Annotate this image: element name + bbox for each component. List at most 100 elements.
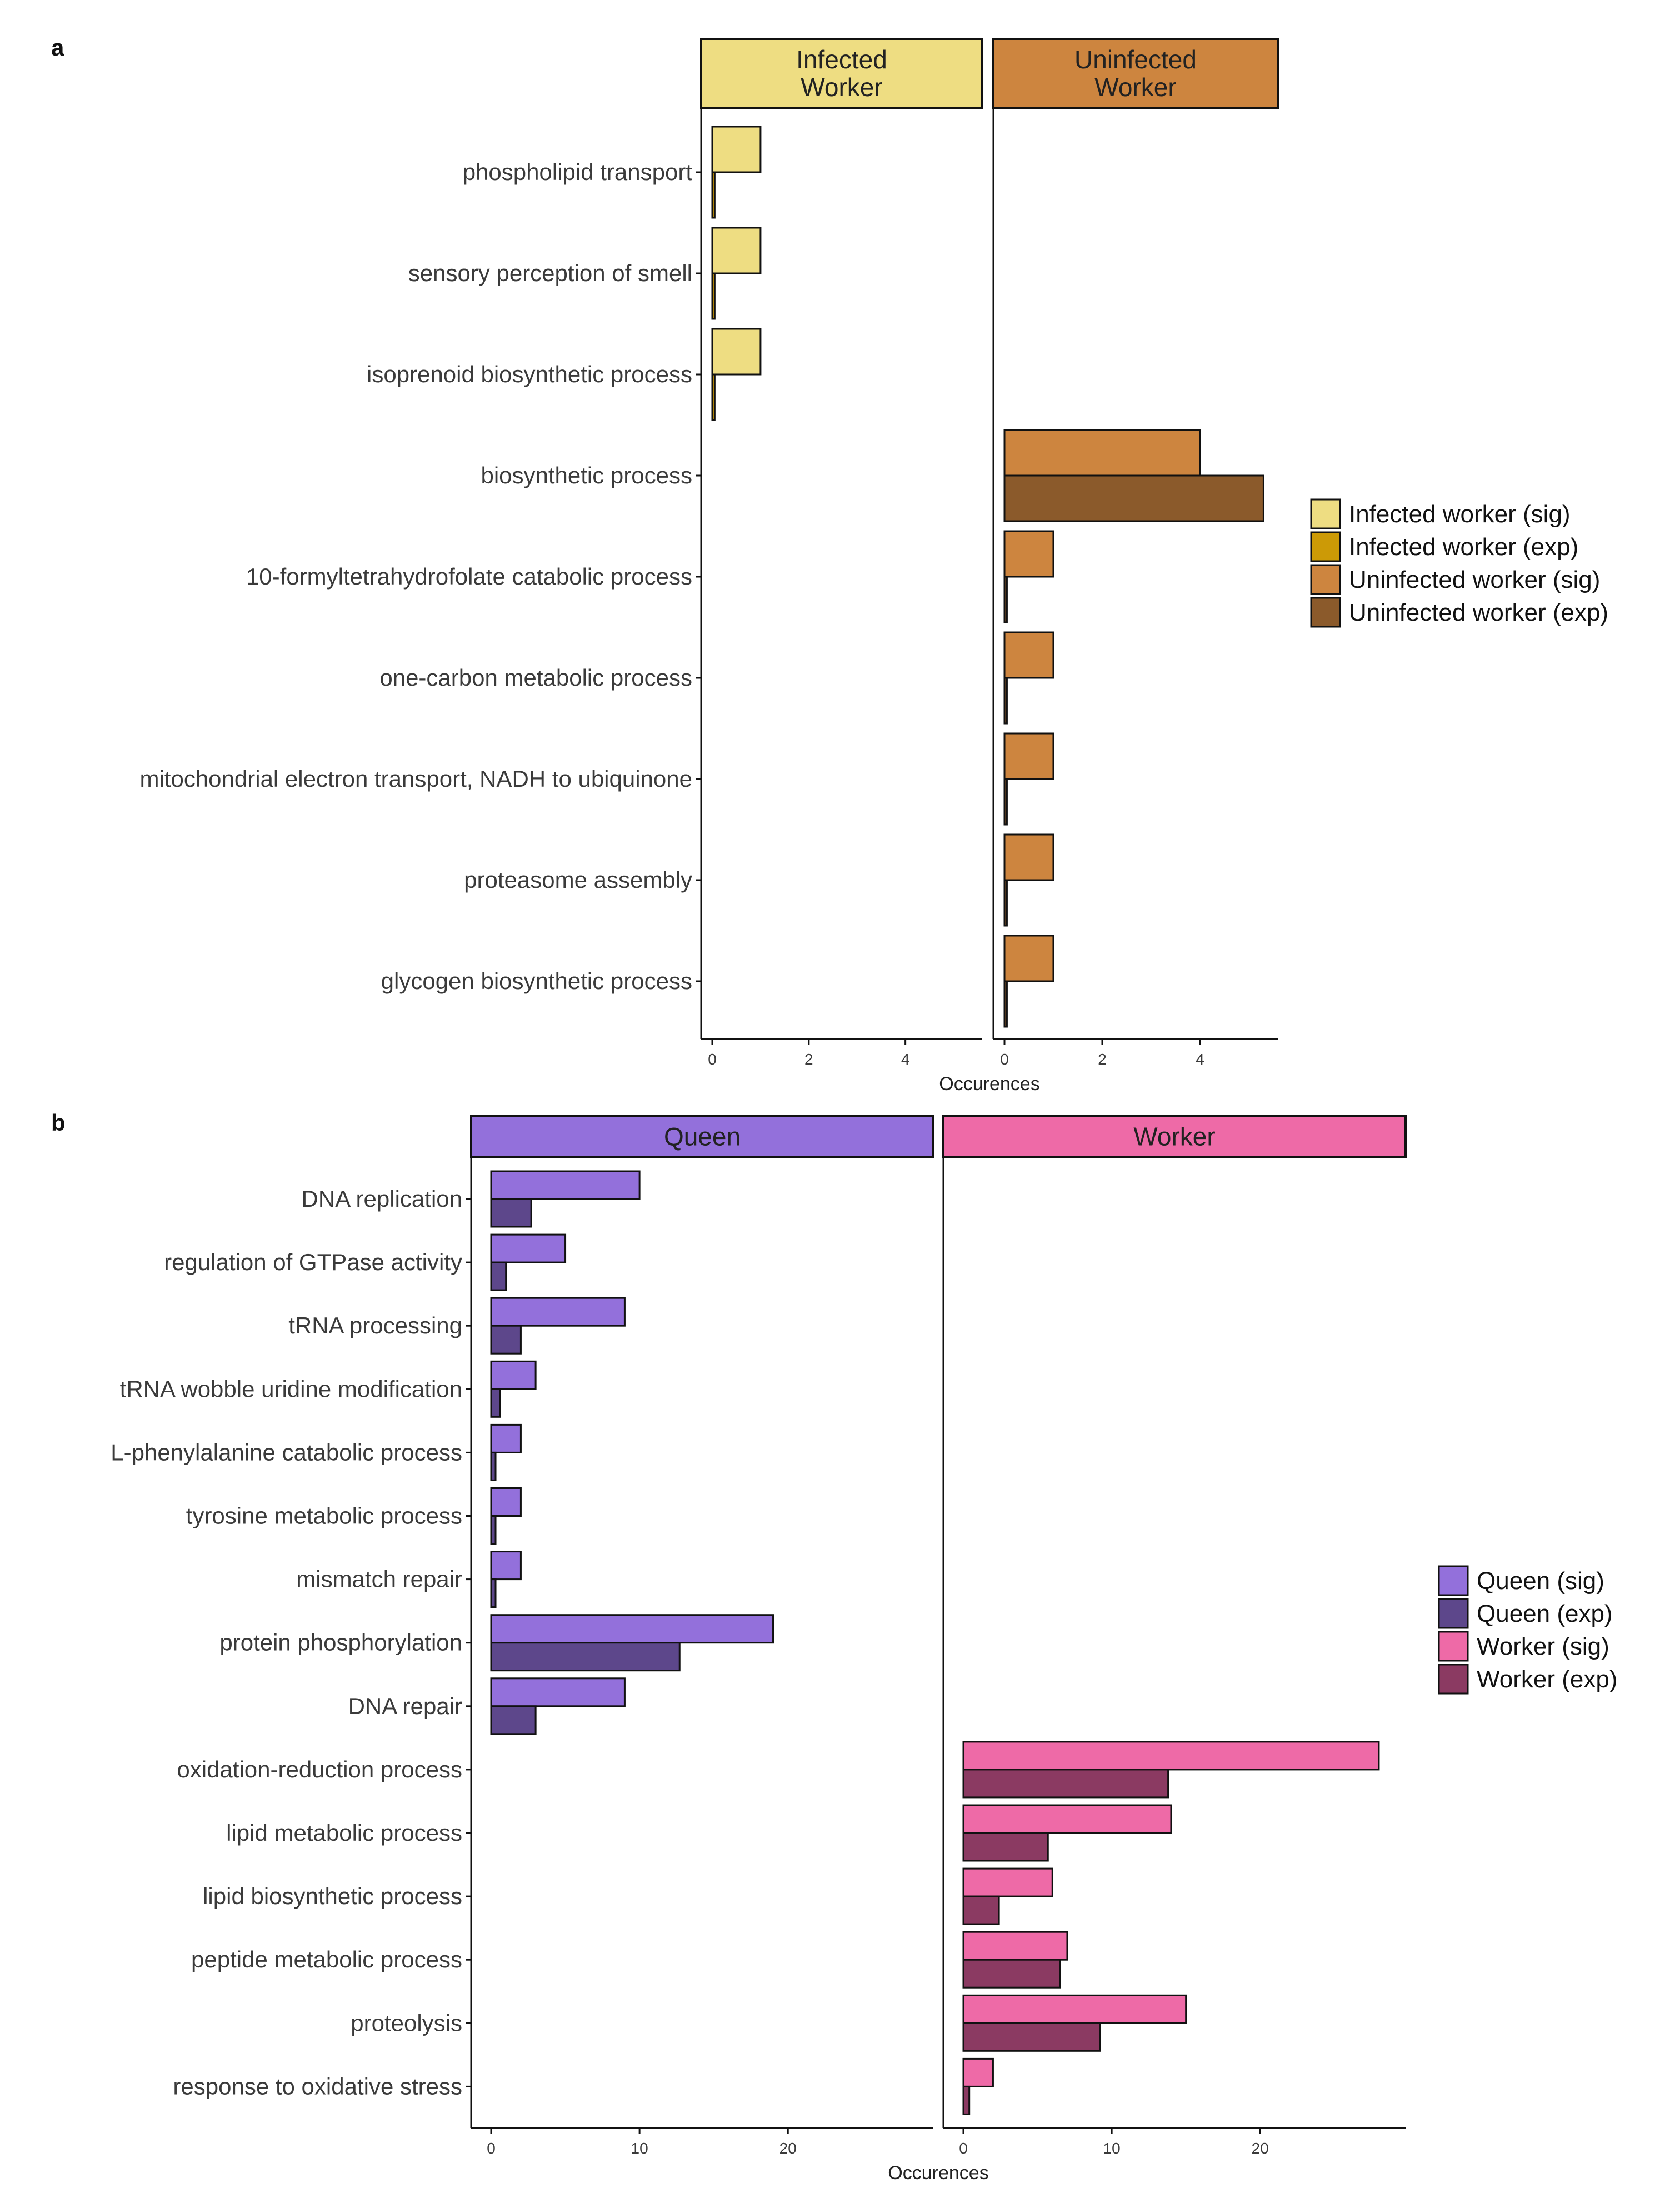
facet-strip-label: Worker: [801, 73, 882, 102]
category-label: proteolysis: [351, 2010, 462, 2036]
bar-queen-exp-regulation-of-gtpase-activity: [490, 1261, 507, 1291]
bar-uninfected-worker-exp-10-formyltetrahydrofolate-catabolic-process: [1003, 576, 1008, 623]
bar-uninfected-worker-sig-biosynthetic-process: [1003, 429, 1201, 477]
bar-queen-sig-tyrosine-metabolic-process: [490, 1487, 522, 1517]
bar-worker-exp-lipid-biosynthetic-process: [962, 1895, 1000, 1925]
legend-label: Infected worker (sig): [1349, 501, 1571, 528]
bar-worker-sig-proteolysis: [962, 1994, 1187, 2024]
legend-swatch: [1438, 1664, 1469, 1695]
legend-label: Queen (sig): [1477, 1567, 1604, 1595]
category-label: tyrosine metabolic process: [186, 1503, 462, 1529]
panel-b: b Queen Worker 0 10 20 0 10 20 Occurences DNA repl…: [51, 1110, 1617, 2184]
bar-uninfected-worker-sig-proteasome-assembly: [1003, 833, 1054, 881]
bar-uninfected-worker-sig-glycogen-biosynthetic-process: [1003, 935, 1054, 982]
bar-infected-worker-sig-phospholipid-transport: [711, 126, 762, 173]
bar-uninfected-worker-exp-proteasome-assembly: [1003, 879, 1008, 927]
legend-label: Uninfected worker (exp): [1349, 599, 1608, 626]
category-label: regulation of GTPase activity: [164, 1249, 462, 1275]
bar-uninfected-worker-sig-mitochondrial-electron-transport-nadh-to-ubiquinone: [1003, 732, 1054, 780]
x-tick-label: 0: [959, 2140, 968, 2157]
x-axis-title: Occurences: [888, 2162, 988, 2184]
x-tick-label: 10: [631, 2140, 648, 2157]
bar-uninfected-worker-sig-one-carbon-metabolic-process: [1003, 631, 1054, 679]
facet-strip-label: Worker: [1133, 1122, 1215, 1151]
panel-label: a: [51, 34, 64, 61]
facet-strip: [992, 38, 1279, 109]
category-label: phospholipid transport: [463, 159, 693, 185]
x-tick-label: 0: [1000, 1051, 1009, 1068]
legend-swatch: [1438, 1598, 1469, 1629]
x-tick-label: 10: [1103, 2140, 1121, 2157]
bar-infected-worker-sig-isoprenoid-biosynthetic-process: [711, 328, 762, 376]
bar-worker-exp-response-to-oxidative-stress: [962, 2085, 971, 2115]
category-label: proteasome assembly: [464, 867, 692, 893]
facet-strip: [942, 1115, 1407, 1158]
category-label: tRNA processing: [288, 1312, 462, 1338]
legend-swatch: [1310, 597, 1341, 628]
bar-worker-exp-lipid-metabolic-process: [962, 1832, 1049, 1862]
bar-worker-sig-response-to-oxidative-stress: [962, 2057, 994, 2087]
category-label: isoprenoid biosynthetic process: [367, 361, 692, 387]
bar-queen-exp-dna-replication: [490, 1198, 532, 1228]
bar-queen-exp-dna-repair: [490, 1705, 537, 1735]
bar-queen-sig-trna-wobble-uridine-modification: [490, 1360, 537, 1390]
bar-queen-sig-l-phenylalanine-catabolic-process: [490, 1423, 522, 1453]
bar-infected-worker-exp-phospholipid-transport: [711, 171, 716, 219]
bar-infected-worker-sig-sensory-perception-of-smell: [711, 227, 762, 274]
x-tick-label: 2: [1098, 1051, 1107, 1068]
category-label: lipid biosynthetic process: [203, 1883, 462, 1909]
bar-infected-worker-exp-sensory-perception-of-smell: [711, 272, 716, 320]
bar-worker-sig-peptide-metabolic-process: [962, 1931, 1068, 1961]
facet-strip-label: Queen: [664, 1122, 741, 1151]
bar-worker-sig-oxidation-reduction-process: [962, 1741, 1380, 1771]
legend-swatch: [1310, 498, 1341, 529]
bar-uninfected-worker-exp-mitochondrial-electron-transport-nadh-to-ubiquinone: [1003, 778, 1008, 826]
legend-swatch: [1438, 1565, 1469, 1596]
bar-worker-exp-proteolysis: [962, 2022, 1101, 2052]
bar-queen-sig-protein-phosphorylation: [490, 1614, 774, 1644]
legend-label: Worker (exp): [1477, 1666, 1617, 1693]
category-label: response to oxidative stress: [173, 2073, 462, 2099]
legend-label: Infected worker (exp): [1349, 533, 1578, 561]
panel-label: b: [51, 1110, 66, 1136]
x-tick-label: 20: [1252, 2140, 1269, 2157]
facet-strip-label: Uninfected: [1074, 45, 1197, 74]
facet-strip: [700, 38, 983, 109]
category-label: mitochondrial electron transport, NADH t…: [139, 766, 692, 792]
legend-swatch: [1310, 531, 1341, 562]
bar-worker-exp-peptide-metabolic-process: [962, 1959, 1061, 1989]
category-label: oxidation-reduction process: [177, 1756, 462, 1782]
bar-infected-worker-exp-isoprenoid-biosynthetic-process: [711, 373, 716, 421]
bar-queen-exp-protein-phosphorylation: [490, 1642, 681, 1672]
bar-uninfected-worker-sig-10-formyltetrahydrofolate-catabolic-process: [1003, 530, 1054, 578]
category-label: protein phosphorylation: [219, 1630, 462, 1656]
facet-strip: [470, 1115, 934, 1158]
legend-label: Worker (sig): [1477, 1633, 1609, 1660]
bar-worker-sig-lipid-metabolic-process: [962, 1804, 1172, 1834]
facet-strip-label: Infected: [796, 45, 887, 74]
bar-uninfected-worker-exp-biosynthetic-process: [1003, 474, 1264, 522]
x-tick-label: 0: [708, 1051, 717, 1068]
bar-queen-exp-tyrosine-metabolic-process: [490, 1515, 497, 1545]
category-label: mismatch repair: [296, 1566, 462, 1592]
facet-strip-label: Worker: [1094, 73, 1176, 102]
bar-uninfected-worker-exp-one-carbon-metabolic-process: [1003, 677, 1008, 725]
x-tick-label: 20: [779, 2140, 797, 2157]
category-label: sensory perception of smell: [408, 260, 692, 286]
bar-queen-exp-trna-processing: [490, 1325, 522, 1355]
category-label: biosynthetic process: [481, 462, 692, 488]
category-label: glycogen biosynthetic process: [381, 968, 692, 994]
legend-label: Queen (exp): [1477, 1600, 1613, 1627]
category-label: DNA replication: [302, 1186, 462, 1212]
bar-queen-exp-l-phenylalanine-catabolic-process: [490, 1451, 497, 1481]
bar-queen-exp-trna-wobble-uridine-modification: [490, 1388, 501, 1418]
legend-swatch: [1310, 564, 1341, 595]
x-tick-label: 0: [487, 2140, 496, 2157]
bar-queen-exp-mismatch-repair: [490, 1578, 497, 1608]
bar-uninfected-worker-exp-glycogen-biosynthetic-process: [1003, 980, 1008, 1028]
x-tick-label: 4: [1196, 1051, 1204, 1068]
category-label: lipid metabolic process: [226, 1820, 462, 1846]
bar-queen-sig-dna-replication: [490, 1170, 641, 1200]
